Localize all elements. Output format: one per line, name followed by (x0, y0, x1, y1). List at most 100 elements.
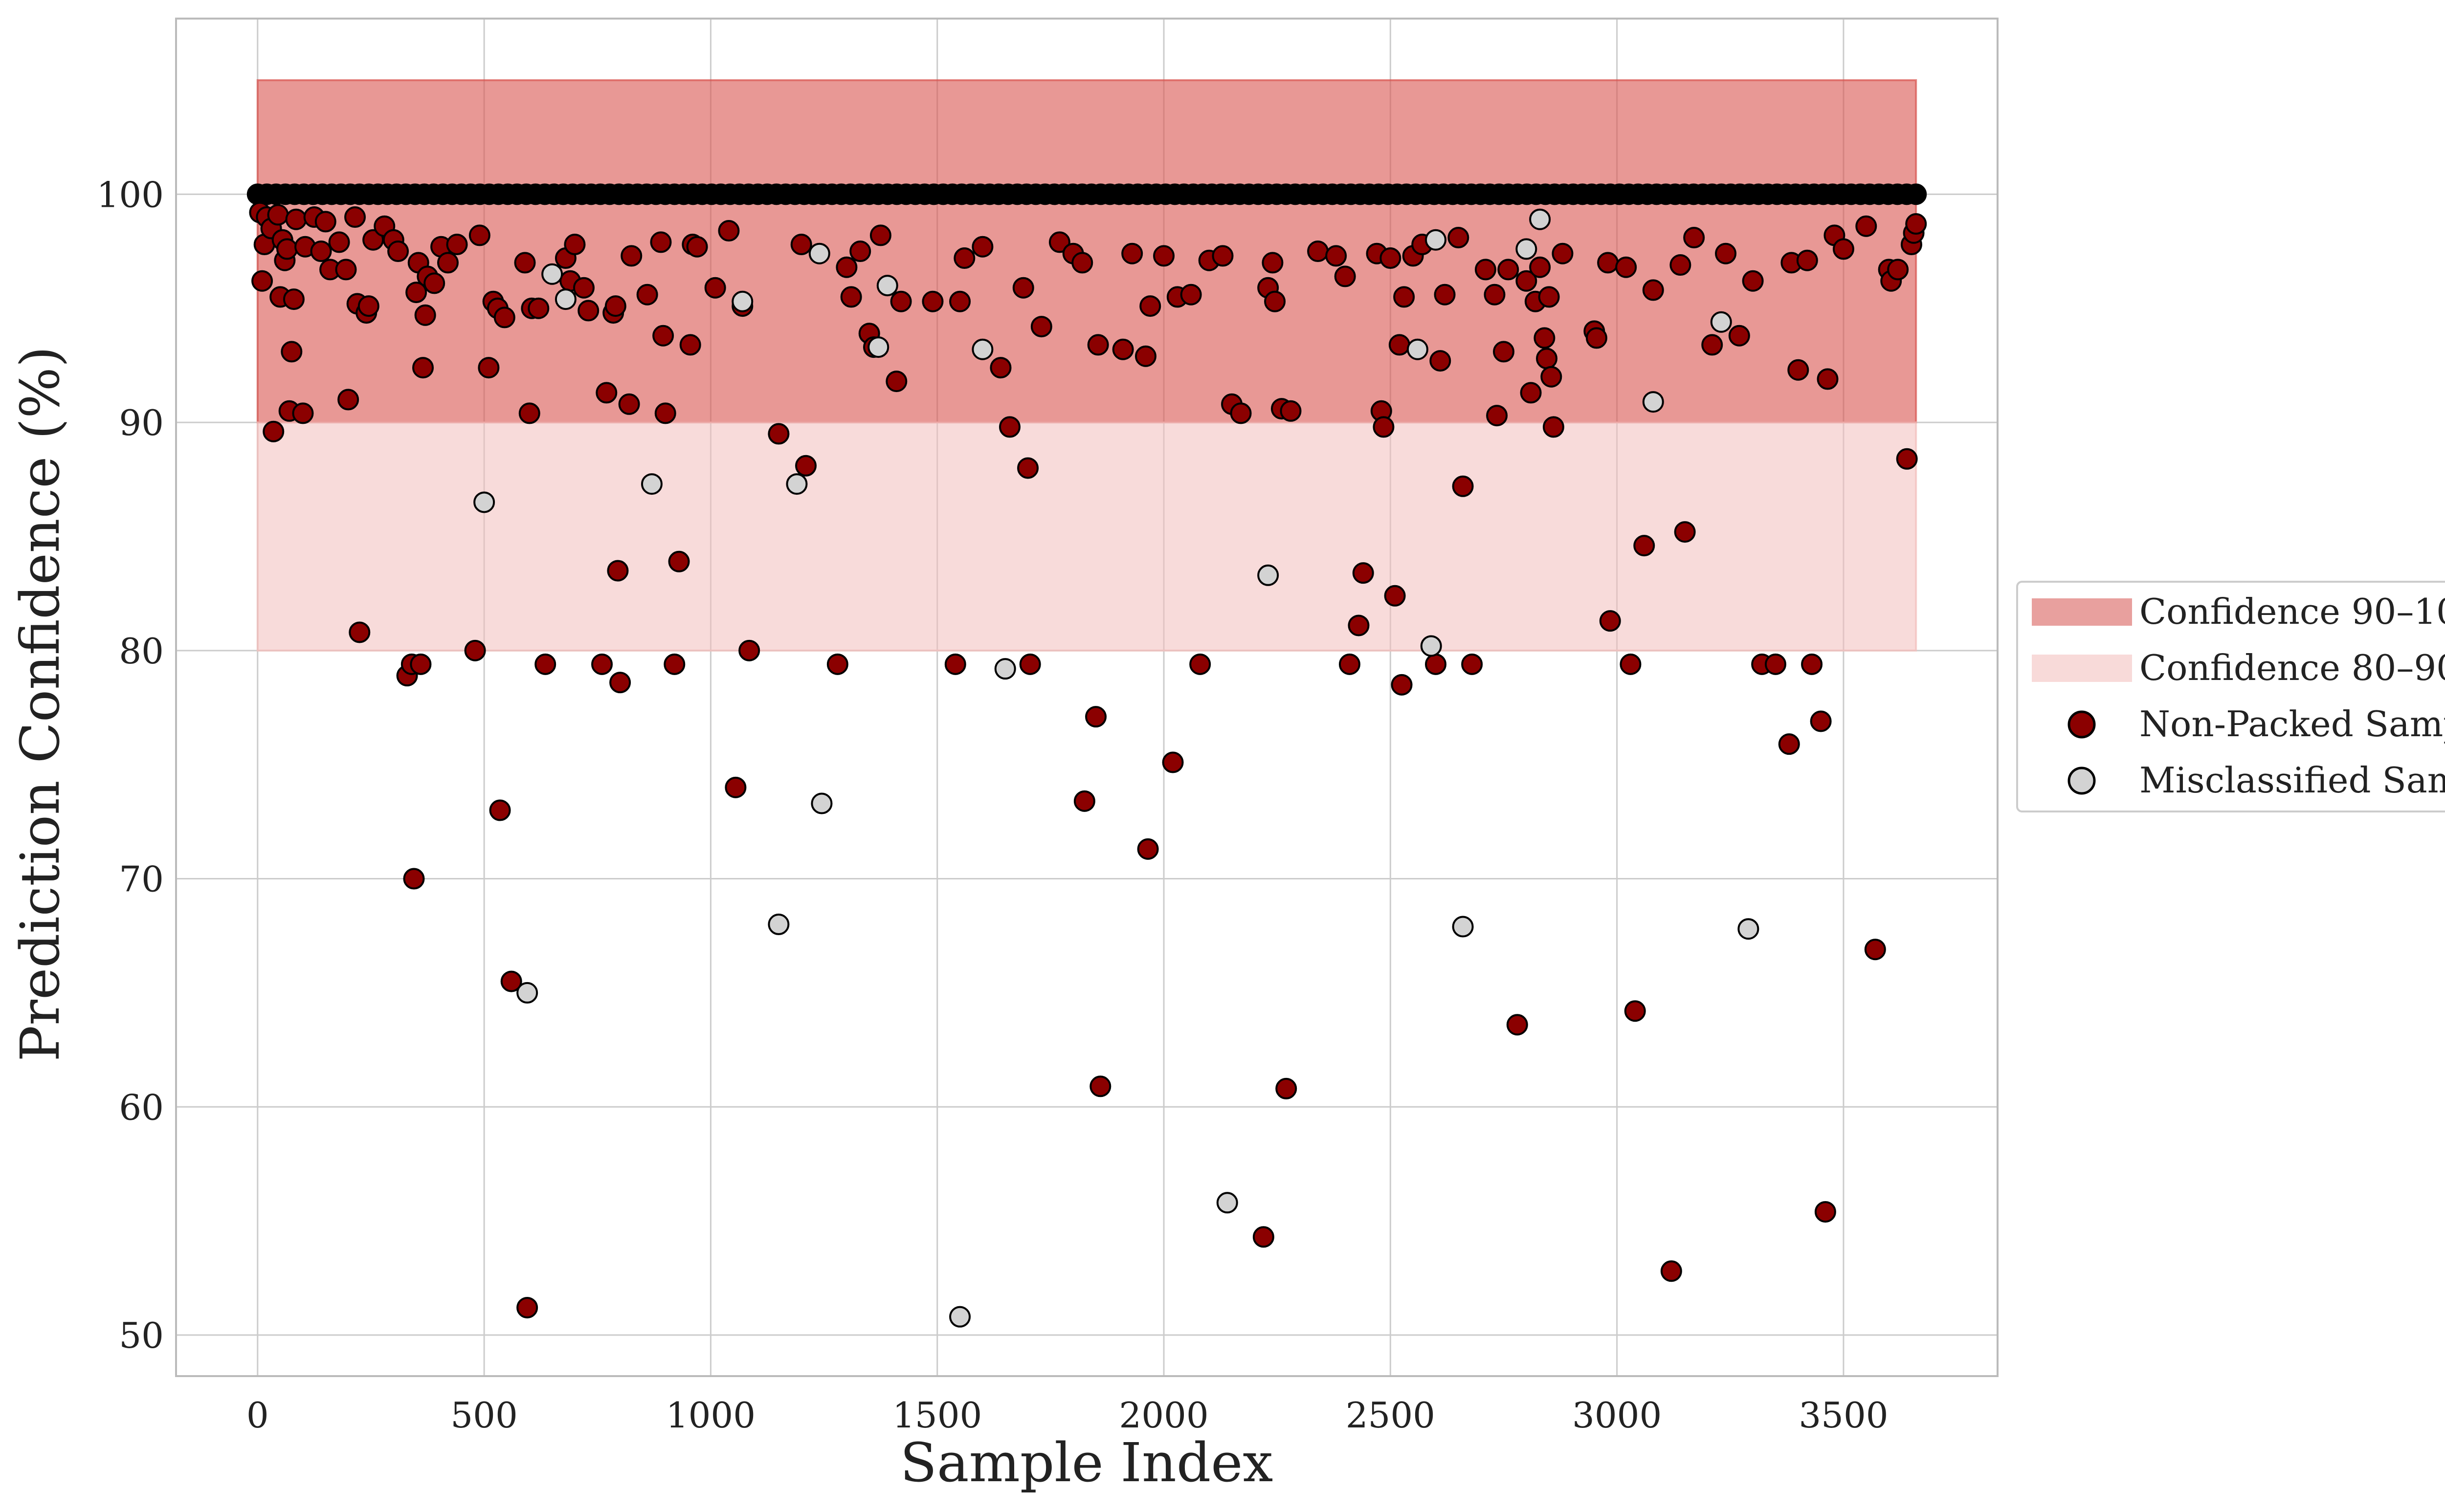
data-point (564, 234, 586, 256)
misclassified-point (867, 336, 889, 358)
data-point (1189, 653, 1211, 675)
data-point (1019, 653, 1041, 675)
data-point (1764, 653, 1786, 675)
data-point (972, 236, 994, 258)
data-point (1864, 939, 1886, 961)
data-point (349, 621, 371, 643)
data-point (954, 247, 976, 269)
misclassified-point (1529, 208, 1551, 230)
data-point (725, 776, 747, 798)
data-point (578, 300, 600, 322)
misclassified-point (555, 288, 577, 310)
data-point (516, 1296, 538, 1318)
data-point (654, 402, 676, 424)
legend-label: Non-Packed Sample (2139, 703, 2445, 745)
data-point (1391, 674, 1413, 696)
data-point (795, 455, 817, 477)
data-point (999, 416, 1021, 438)
data-point (534, 653, 556, 675)
legend-box (2016, 581, 2445, 812)
data-point (1384, 585, 1406, 607)
data-point (1121, 242, 1143, 264)
data-point (1134, 345, 1156, 367)
data-point (1180, 284, 1202, 306)
x-axis-label: Sample Index (900, 1431, 1273, 1494)
x-tick-label: 2500 (1346, 1395, 1435, 1436)
misclassified-point (876, 275, 898, 297)
data-point (650, 231, 672, 253)
data-point (1486, 405, 1508, 427)
data-point (591, 653, 613, 675)
x-tick-label: 500 (450, 1395, 517, 1436)
legend-label: Misclassified Sample (2139, 760, 2445, 801)
data-point (1832, 238, 1854, 260)
misclassified-point (732, 290, 754, 312)
data-point (489, 799, 511, 821)
data-point (1048, 231, 1070, 253)
data-point (668, 550, 690, 572)
data-point (1497, 259, 1519, 281)
y-tick-label: 100 (97, 174, 164, 215)
data-point (1252, 1226, 1274, 1248)
data-point (826, 653, 848, 675)
misclassified-point (1406, 338, 1428, 360)
data-point (263, 420, 285, 442)
data-point (1701, 334, 1723, 356)
data-point (1307, 241, 1329, 263)
data-point (1896, 448, 1918, 470)
data-point (573, 277, 595, 299)
data-point (1905, 213, 1927, 235)
data-point (922, 290, 944, 312)
data-point (514, 252, 536, 274)
data-point (604, 295, 626, 317)
y-tick-label: 70 (119, 859, 164, 900)
axes (175, 18, 1999, 1377)
data-point (1087, 334, 1109, 356)
x-tick-label: 0 (246, 1395, 269, 1436)
data-point (1597, 252, 1619, 274)
y-tick-label: 90 (119, 402, 164, 443)
misclassified-point (1710, 311, 1732, 333)
data-point (500, 970, 522, 992)
data-point (328, 231, 350, 253)
data-point (1742, 270, 1764, 292)
data-point (276, 238, 298, 260)
data-point (1615, 256, 1637, 278)
data-point (337, 389, 359, 411)
data-point (1461, 653, 1483, 675)
data-point (314, 211, 336, 233)
data-point (836, 256, 858, 278)
x-tick-label: 1000 (666, 1395, 756, 1436)
data-point (1624, 1000, 1646, 1022)
data-point (1379, 247, 1401, 269)
data-point (618, 393, 640, 415)
confidence-band (256, 79, 1917, 424)
data-point (310, 241, 332, 263)
data-point (738, 639, 760, 661)
data-point (636, 284, 658, 306)
data-point (1262, 252, 1284, 274)
legend: Confidence 90–100% Confidence 80–90% Non-P… (2016, 581, 2445, 812)
data-point (1599, 610, 1621, 632)
y-tick-label: 60 (119, 1087, 164, 1128)
legend-marker (2067, 710, 2096, 739)
data-point (944, 653, 966, 675)
data-point (493, 307, 515, 329)
data-point (1085, 706, 1107, 728)
data-point (886, 371, 908, 393)
data-point (1230, 402, 1252, 424)
misclassified-point (473, 491, 495, 513)
data-point (768, 423, 790, 445)
data-point (423, 272, 445, 294)
data-point (1801, 653, 1823, 675)
data-point (1352, 562, 1374, 584)
data-point (1796, 249, 1818, 271)
data-point (437, 252, 459, 274)
data-point (1071, 252, 1093, 274)
data-point (267, 204, 289, 226)
data-point (1334, 265, 1356, 287)
data-point (410, 653, 432, 675)
data-point (1338, 653, 1360, 675)
misclassified-point (811, 792, 833, 814)
